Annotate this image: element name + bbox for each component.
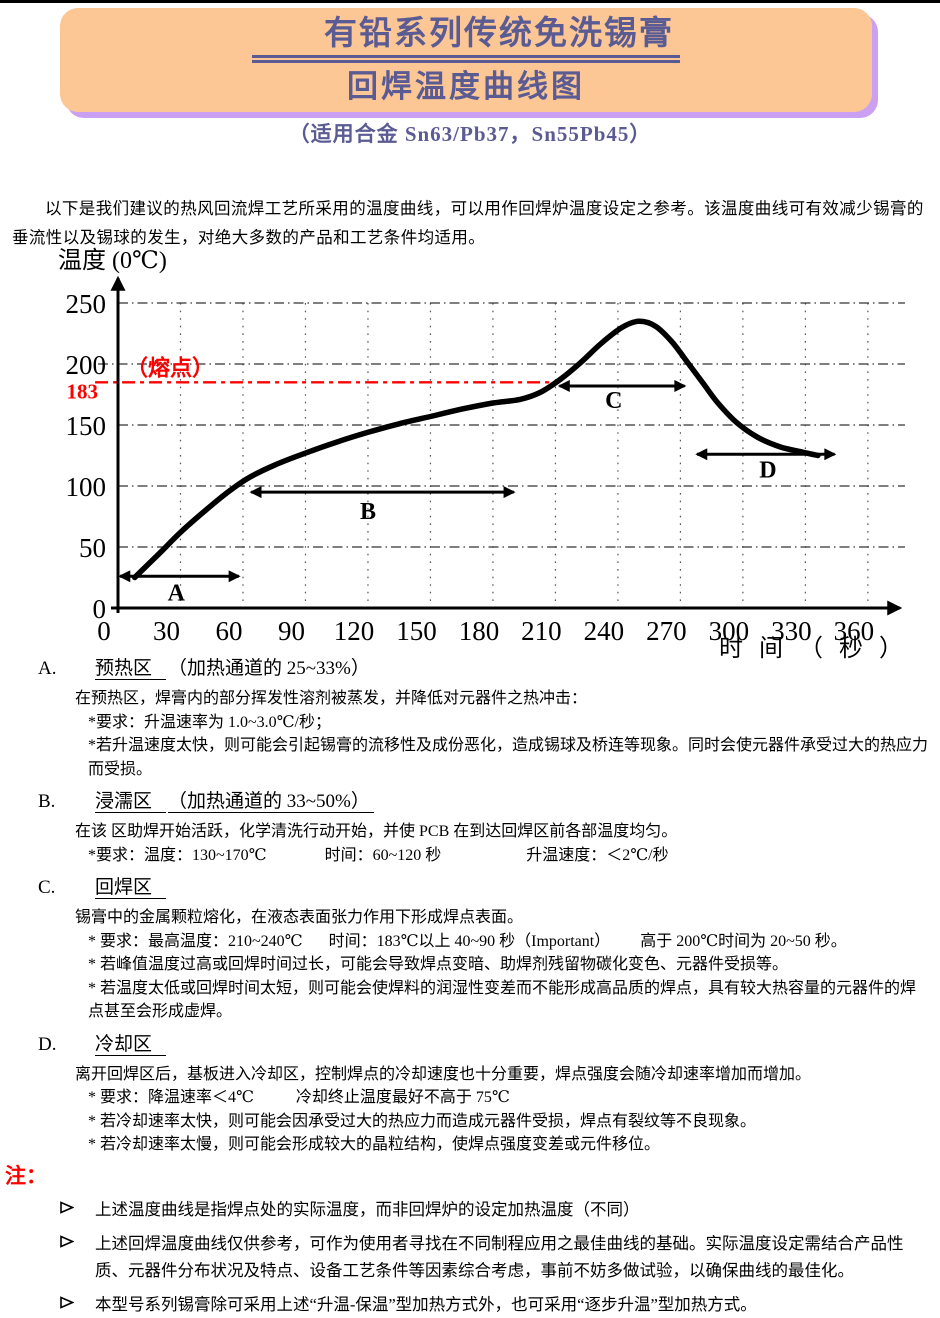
req-peak-temp: * 要求：最高温度：210~240℃	[88, 932, 303, 950]
svg-text:60: 60	[215, 616, 242, 646]
svg-text:330: 330	[771, 616, 812, 646]
section-reflow: C. 回焊区 锡膏中的金属颗粒熔化，在液态表面张力作用下形成焊点表面。 * 要求：…	[0, 875, 940, 1024]
svg-text:180: 180	[459, 616, 500, 646]
reflow-chart-svg: 0 50 100 150 200 250 0 30 60 90 120 150 180 210 240 270…	[58, 247, 908, 662]
section-a-heading: A. 预热区 （加热通道的 25~33%）	[0, 656, 940, 682]
page-top-border	[0, 0, 940, 3]
section-a-line: *若升温速度太快，则可能会引起锡膏的流移性及成份恶化，造成锡球及桥连等现象。同时…	[88, 737, 929, 778]
arrow-bullet-icon	[60, 1291, 95, 1318]
svg-text:270: 270	[646, 616, 687, 646]
section-c-requirements: * 要求：最高温度：210~240℃ 时间：183℃以上 40~90 秒（Imp…	[75, 930, 928, 954]
svg-text:200: 200	[66, 350, 107, 380]
svg-text:30: 30	[153, 616, 180, 646]
section-c-title: 回焊区	[95, 877, 167, 899]
section-c-line: * 若峰值温度过高或回焊时间过长，可能会导致焊点变暗、助焊剂残留物碳化变色、元器…	[88, 956, 789, 973]
section-a-line: *要求：升温速率为 1.0~3.0℃/秒；	[88, 713, 332, 731]
svg-text:250: 250	[66, 289, 107, 319]
svg-text:183: 183	[67, 379, 99, 403]
svg-text:B: B	[360, 499, 376, 525]
req-temp: *要求：温度：130~170℃	[88, 846, 267, 864]
section-d-line: * 若冷却速率太快，则可能会因承受过大的热应力而造成元器件受损，焊点有裂纹等不良…	[88, 1112, 757, 1130]
svg-text:150: 150	[66, 411, 107, 441]
page-title-line1: 有铅系列传统免洗锡膏	[252, 16, 680, 63]
svg-text:温度 (0℃): 温度 (0℃)	[58, 247, 167, 274]
title-bold-part: 有铅	[324, 15, 394, 52]
note-item: 上述温度曲线是指焊点处的实际温度，而非回焊炉的设定加热温度（不同）	[0, 1196, 940, 1223]
svg-text:150: 150	[396, 616, 437, 646]
req-time-above-200: 高于 200℃时间为 20~50 秒。	[640, 932, 847, 950]
section-b-letter: B.	[38, 791, 56, 812]
subtitle-alloy: （适用合金 Sn63/Pb37，Sn55Pb45）	[288, 122, 652, 146]
title-banner: 有铅系列传统免洗锡膏 回焊温度曲线图	[60, 8, 872, 112]
section-b-body: 在该 区助焊开始活跃，化学清洗行动开始，并使 PCB 在到达回焊区前各部温度均匀…	[0, 820, 940, 867]
svg-text:（熔点）: （熔点）	[126, 355, 214, 380]
svg-text:120: 120	[334, 616, 375, 646]
note-text: 上述回焊温度曲线仅供参考，可作为使用者寻找在不同制程应用之最佳曲线的基础。实际温…	[95, 1233, 904, 1280]
section-c-body: 锡膏中的金属颗粒熔化，在液态表面张力作用下形成焊点表面。 * 要求：最高温度：2…	[0, 906, 940, 1024]
arrow-bullet-icon	[60, 1196, 95, 1223]
svg-text:C: C	[605, 388, 622, 414]
section-b-title: 浸濡区	[95, 791, 167, 813]
section-c-heading: C. 回焊区	[0, 875, 940, 901]
intro-paragraph: 以下是我们建议的热风回流焊工艺所采用的温度曲线，可以用作回焊炉温度设定之参考。该…	[12, 199, 924, 247]
zone-sections: A. 预热区 （加热通道的 25~33%） 在预热区，焊膏内的部分挥发性溶剂被蒸发，…	[0, 648, 940, 1318]
section-b-heading: B. 浸濡区 （加热通道的 33~50%）	[0, 789, 940, 815]
section-d-line: * 若冷却速率太慢，则可能会形成较大的晶粒结构，使焊点强度变差或元件移位。	[88, 1136, 661, 1153]
section-b-suffix: （加热通道的 33~50%）	[168, 791, 374, 813]
section-b-requirements: *要求：温度：130~170℃ 时间：60~120 秒 升温速度：＜2℃/秒	[75, 844, 928, 868]
req-ramp: 升温速度：＜2℃/秒	[526, 846, 669, 864]
svg-text:时 间 （ 秒 ）: 时 间 （ 秒 ）	[719, 635, 908, 662]
section-preheat: A. 预热区 （加热通道的 25~33%） 在预热区，焊膏内的部分挥发性溶剂被蒸发，…	[0, 656, 940, 781]
svg-text:0: 0	[97, 616, 111, 646]
svg-text:A: A	[168, 580, 186, 606]
svg-text:100: 100	[66, 472, 107, 502]
page-title-line2: 回焊温度曲线图	[347, 68, 585, 104]
note-item: 上述回焊温度曲线仅供参考，可作为使用者寻找在不同制程应用之最佳曲线的基础。实际温…	[0, 1230, 940, 1284]
req-end-temp: 冷却终止温度最好不高于 75℃	[295, 1089, 510, 1106]
section-d-title: 冷却区	[95, 1033, 167, 1056]
svg-text:D: D	[759, 457, 776, 483]
section-a-suffix: （加热通道的 25~33%）	[168, 658, 370, 679]
section-d-heading: D. 冷却区	[0, 1032, 940, 1058]
section-c-line: 锡膏中的金属颗粒熔化，在液态表面张力作用下形成焊点表面。	[75, 909, 524, 926]
svg-text:90: 90	[278, 616, 305, 646]
section-d-requirements: * 要求：降温速率＜4℃ 冷却终止温度最好不高于 75℃	[75, 1086, 928, 1110]
section-d-body: 离开回焊区后，基板进入冷却区，控制焊点的冷却速度也十分重要，焊点强度会随冷却速率…	[0, 1063, 940, 1157]
section-a-body: 在预热区，焊膏内的部分挥发性溶剂被蒸发，并降低对元器件之热冲击： *要求：升温速…	[0, 687, 940, 781]
svg-text:210: 210	[521, 616, 562, 646]
section-c-line: * 若温度太低或回焊时间太短，则可能会使焊料的润湿性变差而不能形成高品质的焊点，…	[88, 979, 917, 1021]
section-c-letter: C.	[38, 877, 56, 898]
req-cool-rate: * 要求：降温速率＜4℃	[88, 1089, 254, 1106]
title-rest-part: 系列传统免洗锡膏	[394, 15, 674, 52]
svg-text:0: 0	[93, 594, 107, 624]
section-a-letter: A.	[38, 658, 57, 679]
arrow-bullet-icon	[60, 1230, 95, 1284]
note-text: 上述温度曲线是指焊点处的实际温度，而非回焊炉的设定加热温度（不同）	[95, 1199, 640, 1219]
notes-label: 注：	[5, 1163, 47, 1188]
section-cooling: D. 冷却区 离开回焊区后，基板进入冷却区，控制焊点的冷却速度也十分重要，焊点强度…	[0, 1032, 940, 1157]
section-a-title: 预热区	[95, 658, 167, 680]
svg-text:300: 300	[709, 616, 750, 646]
svg-text:240: 240	[584, 616, 625, 646]
section-b-line: 在该 区助焊开始活跃，化学清洗行动开始，并使 PCB 在到达回焊区前各部温度均匀…	[75, 823, 678, 840]
req-time-above-183: 时间：183℃以上 40~90 秒（Important）	[328, 932, 611, 950]
req-time: 时间：60~120 秒	[324, 846, 442, 864]
section-d-line: 离开回焊区后，基板进入冷却区，控制焊点的冷却速度也十分重要，焊点强度会随冷却速率…	[75, 1065, 812, 1083]
svg-text:50: 50	[79, 533, 106, 563]
notes-block: 注： 上述温度曲线是指焊点处的实际温度，而非回焊炉的设定加热温度（不同） 上述回…	[0, 1163, 940, 1318]
section-d-letter: D.	[38, 1033, 57, 1055]
section-a-line: 在预热区，焊膏内的部分挥发性溶剂被蒸发，并降低对元器件之热冲击：	[75, 690, 588, 707]
svg-text:360: 360	[834, 616, 875, 646]
note-item: 本型号系列锡膏除可采用上述“升温-保温”型加热方式外，也可采用“逐步升温”型加热…	[0, 1291, 940, 1318]
section-soak: B. 浸濡区 （加热通道的 33~50%） 在该 区助焊开始活跃，化学清洗行动开始，…	[0, 789, 940, 867]
note-text: 本型号系列锡膏除可采用上述“升温-保温”型加热方式外，也可采用“逐步升温”型加热…	[95, 1294, 757, 1314]
